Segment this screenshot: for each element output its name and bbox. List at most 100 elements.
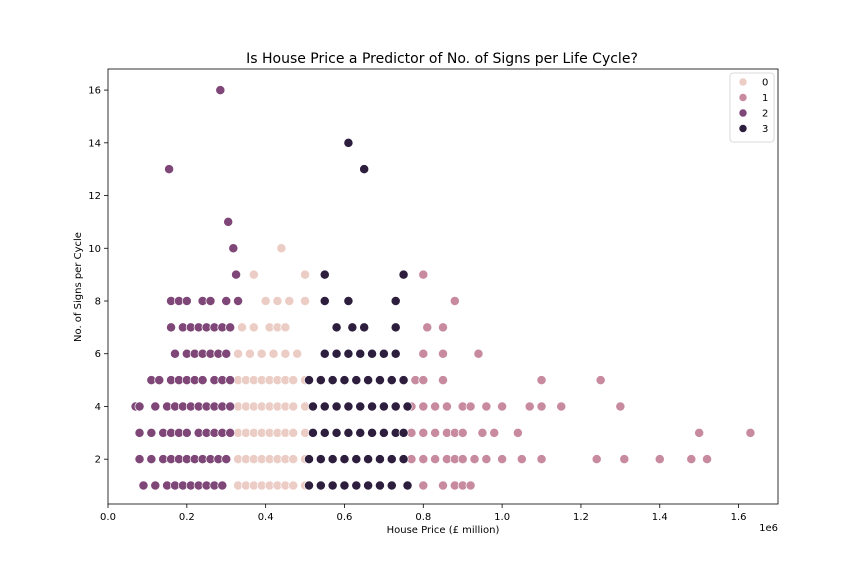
point-series-2-1: [164, 164, 175, 175]
point-series-3-18: [304, 375, 314, 386]
point-series-1-17: [465, 401, 476, 412]
point-series-3-5: [343, 296, 354, 306]
x-tick-label: 0.4: [258, 512, 274, 523]
x-tick-label: 1.2: [573, 512, 589, 523]
point-series-1-42: [481, 454, 492, 465]
point-series-0-1: [248, 269, 259, 280]
point-series-3-52: [386, 454, 397, 465]
point-series-3-46: [315, 454, 326, 465]
point-series-1-32: [512, 427, 523, 438]
point-series-3-30: [343, 401, 354, 412]
point-series-0-16: [280, 348, 291, 359]
point-series-1-41: [469, 454, 480, 465]
point-series-1-18: [481, 401, 492, 412]
point-series-3-59: [363, 480, 374, 491]
point-series-1-29: [457, 427, 468, 438]
y-tick-label: 2: [95, 455, 101, 466]
point-series-1-4: [418, 348, 429, 359]
point-series-1-5: [438, 348, 448, 359]
point-series-3-7: [331, 322, 342, 333]
point-series-3-47: [327, 454, 338, 465]
point-series-1-40: [457, 454, 468, 465]
point-series-0-25: [288, 375, 299, 386]
point-series-3-16: [378, 348, 389, 359]
point-series-3-22: [351, 375, 362, 386]
point-series-1-1: [449, 296, 460, 306]
point-series-0-0: [276, 243, 287, 254]
point-series-1-52: [438, 480, 448, 491]
point-series-1-21: [536, 401, 547, 412]
point-series-0-12: [233, 348, 244, 359]
point-series-3-36: [307, 427, 318, 438]
point-series-3-42: [378, 427, 389, 438]
point-series-0-34: [288, 401, 299, 412]
point-series-1-49: [686, 454, 697, 465]
point-series-1-30: [477, 427, 488, 438]
point-series-1-9: [438, 375, 448, 386]
point-series-1-55: [465, 480, 476, 491]
point-series-3-44: [398, 427, 409, 438]
point-series-2-48: [225, 401, 236, 412]
point-series-3-48: [339, 454, 350, 465]
point-series-3-35: [402, 401, 413, 412]
point-series-2-33: [197, 375, 208, 386]
point-series-3-9: [359, 322, 370, 333]
point-series-3-50: [363, 454, 374, 465]
point-series-0-15: [268, 348, 279, 359]
point-series-2-38: [134, 401, 145, 412]
point-series-3-37: [319, 427, 330, 438]
point-series-0-43: [288, 427, 299, 438]
point-series-0-2: [300, 269, 311, 280]
point-series-3-38: [331, 427, 342, 438]
point-series-2-9: [205, 296, 216, 306]
point-series-1-0: [418, 269, 429, 280]
x-tick-label: 1.0: [494, 512, 510, 523]
point-series-2-61: [146, 454, 157, 465]
point-series-3-45: [304, 454, 314, 465]
x-axis: 0.0 0.2 0.4 0.6 0.8 1.0 1.2 1.4 1.6: [100, 504, 747, 523]
legend-label-1: 1: [762, 93, 768, 104]
point-series-1-47: [619, 454, 630, 465]
point-series-2-71: [138, 480, 149, 491]
legend-marker-0: [738, 77, 748, 87]
point-series-2-7: [181, 296, 192, 306]
point-series-2-72: [150, 480, 161, 491]
point-series-0-11: [280, 322, 291, 333]
legend-marker-1: [738, 93, 748, 102]
point-series-3-8: [347, 322, 358, 333]
point-series-3-2: [319, 269, 330, 280]
point-series-3-33: [378, 401, 389, 412]
point-series-1-43: [497, 454, 508, 465]
point-series-2-0: [215, 85, 226, 96]
x-tick-label: 1.6: [731, 512, 747, 523]
point-series-3-20: [327, 375, 338, 386]
point-series-3-12: [331, 348, 342, 359]
point-series-1-26: [430, 427, 441, 438]
point-series-1-44: [516, 454, 527, 465]
y-tick-label: 12: [88, 191, 101, 202]
point-series-1-14: [430, 401, 441, 412]
point-series-0-14: [256, 348, 267, 359]
point-series-2-20: [170, 348, 180, 359]
point-series-0-3: [260, 296, 271, 306]
legend: 0 1 2 3: [729, 72, 775, 143]
point-series-3-14: [355, 348, 366, 359]
point-series-2-26: [221, 348, 232, 359]
point-series-3-54: [304, 480, 314, 491]
point-series-2-59: [225, 427, 236, 438]
point-series-0-7: [237, 322, 247, 333]
point-series-1-36: [418, 454, 429, 465]
y-axis: 2 4 6 8 10 12 14 16: [88, 86, 108, 466]
point-series-3-21: [339, 375, 350, 386]
y-axis-label: No. of Signs per Cycle: [73, 232, 84, 342]
point-series-3-4: [319, 296, 330, 306]
point-series-2-2: [223, 216, 234, 227]
point-series-1-6: [473, 348, 484, 359]
point-series-3-55: [315, 480, 326, 491]
point-series-2-28: [154, 375, 165, 386]
point-series-1-13: [418, 401, 429, 412]
y-tick-label: 14: [88, 138, 101, 149]
point-series-3-41: [367, 427, 378, 438]
x-axis-label: House Price (£ million): [387, 525, 500, 536]
